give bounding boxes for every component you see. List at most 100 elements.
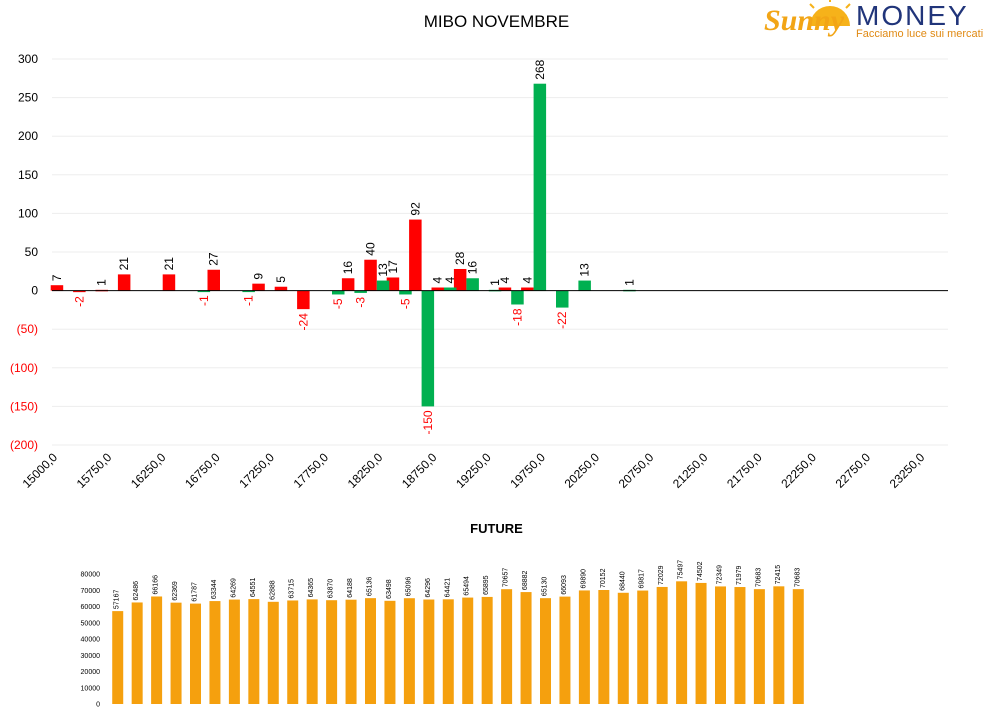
y-tick-label: 0 xyxy=(31,284,38,298)
future-bar xyxy=(578,590,590,704)
data-label: 1 xyxy=(488,279,502,286)
future-bar xyxy=(403,598,415,704)
future-y-tick-label: 0 xyxy=(96,702,100,708)
green-bar xyxy=(466,278,479,291)
data-label: 16 xyxy=(466,261,480,275)
y-tick-label: 50 xyxy=(25,245,39,259)
future-bar xyxy=(792,589,804,704)
green-bar xyxy=(242,290,255,293)
future-data-label: 65895 xyxy=(483,575,490,595)
red-bar xyxy=(409,219,422,291)
future-y-tick-label: 80000 xyxy=(81,572,101,579)
data-label: 13 xyxy=(376,263,390,277)
future-chart-title: FUTURE xyxy=(470,521,523,536)
future-data-label: 63498 xyxy=(386,579,393,599)
future-bar xyxy=(442,599,454,704)
future-bar xyxy=(326,600,338,704)
future-y-tick-label: 70000 xyxy=(81,588,101,595)
green-bar xyxy=(197,290,211,293)
data-label: -150 xyxy=(421,410,435,434)
future-data-label: 72029 xyxy=(658,565,665,585)
green-bar xyxy=(332,290,345,295)
future-data-label: 64269 xyxy=(230,578,237,598)
logo-tagline: Facciamo luce sui mercati xyxy=(856,28,984,40)
data-label: -5 xyxy=(331,298,345,309)
data-label: -1 xyxy=(242,295,256,306)
future-data-label: 69817 xyxy=(639,569,646,589)
data-label: 4 xyxy=(520,277,534,284)
red-bar xyxy=(207,269,220,291)
y-tick-label: (50) xyxy=(17,322,38,336)
data-label: 13 xyxy=(578,263,592,277)
data-label: -5 xyxy=(398,298,412,309)
data-label: 92 xyxy=(408,202,422,216)
green-bar xyxy=(511,290,524,305)
future-data-label: 62888 xyxy=(269,580,276,600)
future-bar xyxy=(365,598,376,704)
future-data-label: 66166 xyxy=(153,575,160,595)
future-bar xyxy=(384,600,396,704)
y-tick-label: (100) xyxy=(10,361,38,375)
sunny-money-logo: Sunny MONEY Facciamo luce sui mercati xyxy=(760,0,990,44)
red-bar xyxy=(431,287,444,291)
red-bar xyxy=(50,285,64,291)
data-label: -22 xyxy=(555,311,569,329)
data-label: 5 xyxy=(274,276,288,283)
future-bar xyxy=(131,602,143,704)
red-bar xyxy=(364,259,377,291)
future-bar xyxy=(676,581,688,704)
green-bar xyxy=(533,83,547,291)
data-label: 21 xyxy=(117,257,131,271)
green-bar xyxy=(399,290,412,295)
future-y-tick-label: 20000 xyxy=(81,669,101,676)
future-bar xyxy=(540,598,551,704)
future-data-label: 64296 xyxy=(425,578,432,598)
logo-script-text: Sunny xyxy=(764,4,845,37)
data-label: 268 xyxy=(533,59,547,79)
future-bar xyxy=(306,599,318,704)
data-label: -2 xyxy=(72,296,86,307)
green-bar xyxy=(556,290,569,308)
future-bar xyxy=(559,596,571,704)
red-bar xyxy=(162,274,176,291)
data-label: 21 xyxy=(162,257,176,271)
red-bar xyxy=(341,278,355,291)
green-bar xyxy=(376,280,390,291)
future-bar xyxy=(209,601,221,704)
future-bar xyxy=(151,596,163,704)
future-data-label: 65130 xyxy=(542,577,549,597)
data-label: -18 xyxy=(510,308,524,326)
future-bar xyxy=(481,596,493,704)
future-data-label: 68882 xyxy=(522,570,529,590)
future-bar xyxy=(753,589,765,704)
data-label: 9 xyxy=(252,273,266,280)
future-bar xyxy=(501,589,513,704)
y-tick-label: 250 xyxy=(18,91,38,105)
future-bar xyxy=(598,590,610,704)
future-data-label: 71979 xyxy=(736,565,743,585)
y-tick-label: 300 xyxy=(18,52,38,66)
future-bar xyxy=(734,587,746,704)
future-bar xyxy=(462,597,474,704)
future-data-label: 61787 xyxy=(192,582,199,602)
y-tick-label: 200 xyxy=(18,129,38,143)
future-bar xyxy=(656,586,668,704)
future-data-label: 72349 xyxy=(717,565,724,585)
future-data-label: 64188 xyxy=(347,578,354,598)
green-bar xyxy=(578,280,591,291)
red-bar xyxy=(453,268,467,291)
red-bar xyxy=(386,277,400,291)
red-bar xyxy=(297,290,310,310)
future-bar xyxy=(228,599,240,704)
logo-brand-text: MONEY xyxy=(856,0,969,31)
data-label: 27 xyxy=(207,252,221,266)
future-data-label: 63715 xyxy=(289,579,296,599)
red-bar xyxy=(73,290,86,293)
green-bar xyxy=(354,290,367,293)
data-label: 16 xyxy=(341,261,355,275)
future-bar xyxy=(423,599,435,704)
future-data-label: 74502 xyxy=(697,561,704,581)
future-bar xyxy=(112,611,124,704)
future-data-label: 70657 xyxy=(503,568,510,588)
